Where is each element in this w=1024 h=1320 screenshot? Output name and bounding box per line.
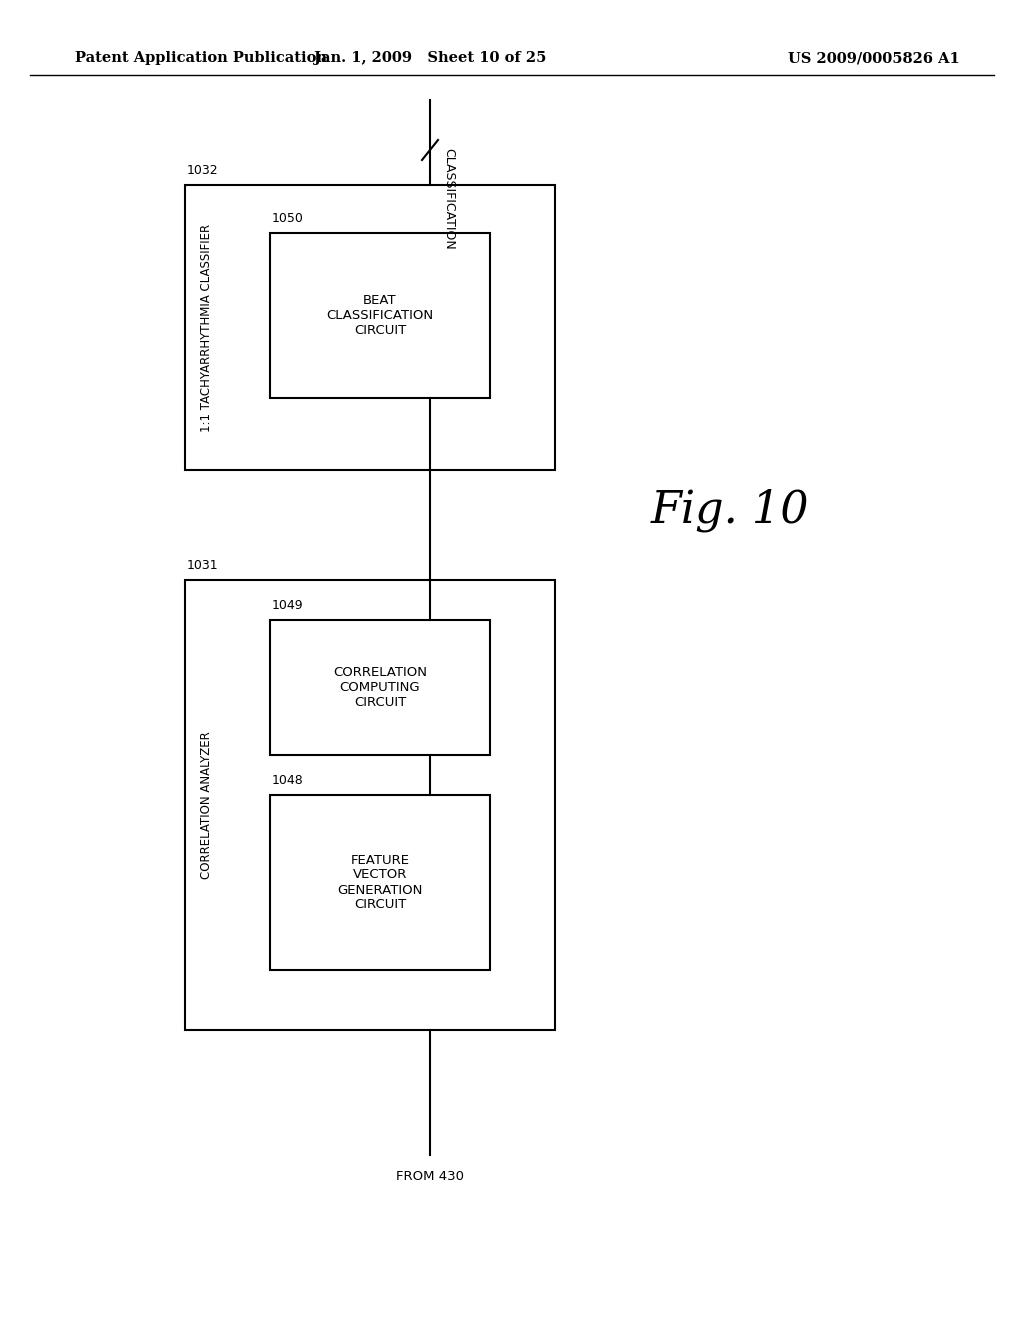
Text: 1050: 1050	[272, 213, 304, 224]
Text: Jan. 1, 2009   Sheet 10 of 25: Jan. 1, 2009 Sheet 10 of 25	[313, 51, 546, 65]
Text: 1049: 1049	[272, 599, 304, 612]
Text: BEAT
CLASSIFICATION
CIRCUIT: BEAT CLASSIFICATION CIRCUIT	[327, 294, 433, 337]
Text: 1048: 1048	[272, 774, 304, 787]
Bar	[270, 620, 490, 755]
Bar	[270, 795, 490, 970]
Text: 1:1 TACHYARRHYTHMIA CLASSIFIER: 1:1 TACHYARRHYTHMIA CLASSIFIER	[201, 223, 213, 432]
Bar	[185, 579, 555, 1030]
Bar	[185, 185, 555, 470]
Bar	[270, 234, 490, 399]
Text: CLASSIFICATION: CLASSIFICATION	[442, 148, 455, 249]
Text: Fig. 10: Fig. 10	[650, 488, 809, 532]
Text: CORRELATION ANALYZER: CORRELATION ANALYZER	[201, 731, 213, 879]
Text: 1032: 1032	[187, 164, 219, 177]
Text: FROM 430: FROM 430	[396, 1170, 464, 1183]
Text: 1031: 1031	[187, 558, 219, 572]
Text: FEATURE
VECTOR
GENERATION
CIRCUIT: FEATURE VECTOR GENERATION CIRCUIT	[337, 854, 423, 912]
Text: CORRELATION
COMPUTING
CIRCUIT: CORRELATION COMPUTING CIRCUIT	[333, 667, 427, 709]
Text: US 2009/0005826 A1: US 2009/0005826 A1	[788, 51, 961, 65]
Text: Patent Application Publication: Patent Application Publication	[75, 51, 327, 65]
